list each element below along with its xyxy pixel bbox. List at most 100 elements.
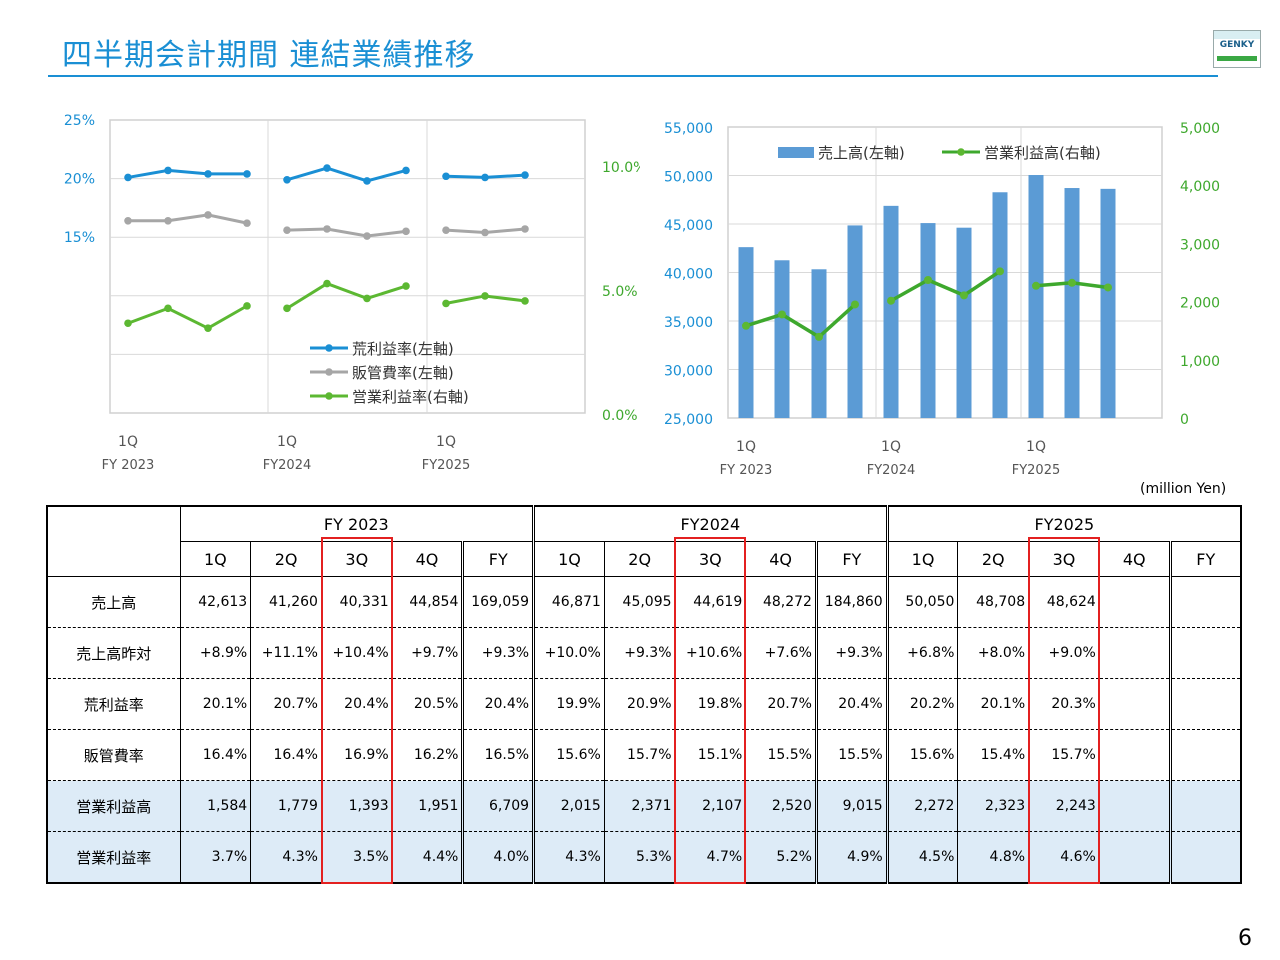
data-point [323, 279, 331, 288]
y-left-tick-label: 25% [64, 113, 95, 129]
table-cell: 41,260 [250, 576, 322, 628]
x-tick-quarter: 1Q [277, 434, 297, 450]
table-cell: 20.7% [250, 678, 322, 730]
table-cell: 15.5% [745, 729, 817, 781]
table-cell: 20.7% [745, 678, 817, 730]
data-point [363, 232, 371, 240]
data-point [402, 166, 410, 175]
data-point [124, 319, 132, 328]
quarter-header: 4Q [1098, 541, 1171, 577]
operating-income-point [742, 321, 750, 330]
operating-income-point [1104, 283, 1112, 292]
operating-income-point [996, 267, 1004, 276]
table-cell: 4.3% [250, 831, 322, 884]
data-point [243, 302, 251, 310]
table-cell: +9.7% [391, 627, 464, 679]
table-cell: 45,095 [603, 576, 676, 628]
table-cell: 2,520 [745, 780, 817, 832]
quarter-header: 2Q [957, 541, 1030, 577]
margin-line-chart: 25% 20% 15% 10.0% 5.0% 0.0% 1Q FY 2023 1Q FY2024 1… [64, 113, 640, 473]
table-cell: 5.3% [603, 831, 676, 884]
table-row: 営業利益高 1,584 1,779 1,393 1,951 6,709 2,015 2,371… [46, 780, 1242, 832]
highlight-3q-column [1028, 537, 1100, 884]
sales-operating-income-chart: 55,000 50,000 45,000 40,000 35,000 30,000 25,0… [664, 121, 1220, 478]
y-left-tick-label: 55,000 [664, 121, 713, 137]
page-title: 四半期会計期間 連結業績推移 [62, 38, 476, 73]
quarter-header: 3Q [1028, 541, 1100, 577]
y-right-tick-label: 0.0% [602, 408, 638, 424]
table-cell: 16.2% [391, 729, 464, 781]
table-cell: 16.4% [250, 729, 322, 781]
table-cell: 50,050 [885, 576, 959, 628]
operating-income-point [960, 291, 968, 300]
table-cell: 5.2% [745, 831, 817, 884]
table-corner-cell [46, 505, 181, 577]
sales-bar [847, 225, 863, 418]
x-tick-year: FY 2023 [720, 463, 773, 478]
data-point [442, 299, 450, 308]
legend-marker [325, 392, 333, 400]
table-cell: 2,243 [1028, 780, 1100, 832]
data-point [323, 225, 331, 233]
table-cell: +9.3% [603, 627, 676, 679]
table-row: 販管費率 16.4% 16.4% 16.9% 16.2% 16.5% 15.6% 15.7% 1… [46, 729, 1242, 781]
sales-bar [811, 269, 827, 418]
table-cell: 4.9% [814, 831, 888, 884]
quarter-header-row: 1Q 2Q 3Q 4Q FY 1Q 2Q 3Q 4Q FY 1Q 2Q 3Q 4Q FY [47, 541, 1242, 577]
y-right-tick-label: 2,000 [1180, 296, 1220, 312]
x-tick-quarter: 1Q [736, 439, 756, 455]
table-cell: 15.5% [814, 729, 888, 781]
data-point [521, 171, 529, 179]
row-label: 荒利益率 [46, 678, 181, 730]
y-left-tick-label: 20% [64, 172, 95, 188]
data-point [481, 228, 489, 237]
series-line [286, 227, 407, 238]
y-right-tick-label: 3,000 [1180, 237, 1220, 253]
table-cell: 1,951 [391, 780, 464, 832]
operating-income-point [1068, 278, 1076, 287]
table-cell [1098, 678, 1171, 730]
operating-income-line [890, 269, 1001, 303]
table-cell: 42,613 [179, 576, 252, 628]
table-cell: +9.3% [461, 627, 535, 679]
operating-income-point [778, 310, 786, 319]
table-cell: 46,871 [532, 576, 605, 628]
table-cell: 44,854 [391, 576, 464, 628]
table-cell: 20.4% [814, 678, 888, 730]
sales-bar [738, 247, 754, 418]
table-row: 営業利益率 3.7% 4.3% 3.5% 4.4% 4.0% 4.3% 5.3% 4.7% 5.2… [46, 831, 1242, 884]
table-cell: 2,272 [885, 780, 959, 832]
logo-top-band [1214, 31, 1260, 39]
data-point [283, 175, 291, 184]
page-number: 6 [1238, 926, 1252, 951]
quarter-header: 2Q [603, 541, 676, 577]
legend-marker [325, 344, 333, 352]
table-cell [1098, 780, 1171, 832]
table-cell: 20.3% [1028, 678, 1100, 730]
table-cell [1168, 780, 1242, 832]
y-left-tick-label: 35,000 [664, 315, 713, 331]
operating-income-point [924, 276, 932, 285]
table-cell: 20.9% [603, 678, 676, 730]
table-row: 売上高昨対 +8.9% +11.1% +10.4% +9.7% +9.3% +10.0% +9… [46, 627, 1242, 679]
data-point [164, 304, 172, 313]
sales-bar [992, 192, 1008, 418]
highlight-3q-column [321, 537, 393, 884]
operating-income-point [815, 332, 823, 341]
table-cell: 20.4% [320, 678, 393, 730]
table-cell: +8.9% [179, 627, 252, 679]
legend-marker [957, 148, 965, 156]
sales-bar [1064, 188, 1080, 418]
legend-label: 営業利益高(右軸) [984, 144, 1101, 162]
table-cell: 2,371 [603, 780, 676, 832]
table-cell: +6.8% [885, 627, 959, 679]
table-cell: 3.5% [320, 831, 393, 884]
quarter-header: FY [814, 541, 888, 577]
y-right-tick-label: 5,000 [1180, 121, 1220, 137]
table-cell: +8.0% [957, 627, 1030, 679]
legend-marker [325, 368, 333, 376]
data-point [402, 282, 410, 290]
y-right-tick-label: 4,000 [1180, 179, 1220, 195]
data-point [204, 211, 212, 219]
sales-bar [883, 205, 899, 418]
